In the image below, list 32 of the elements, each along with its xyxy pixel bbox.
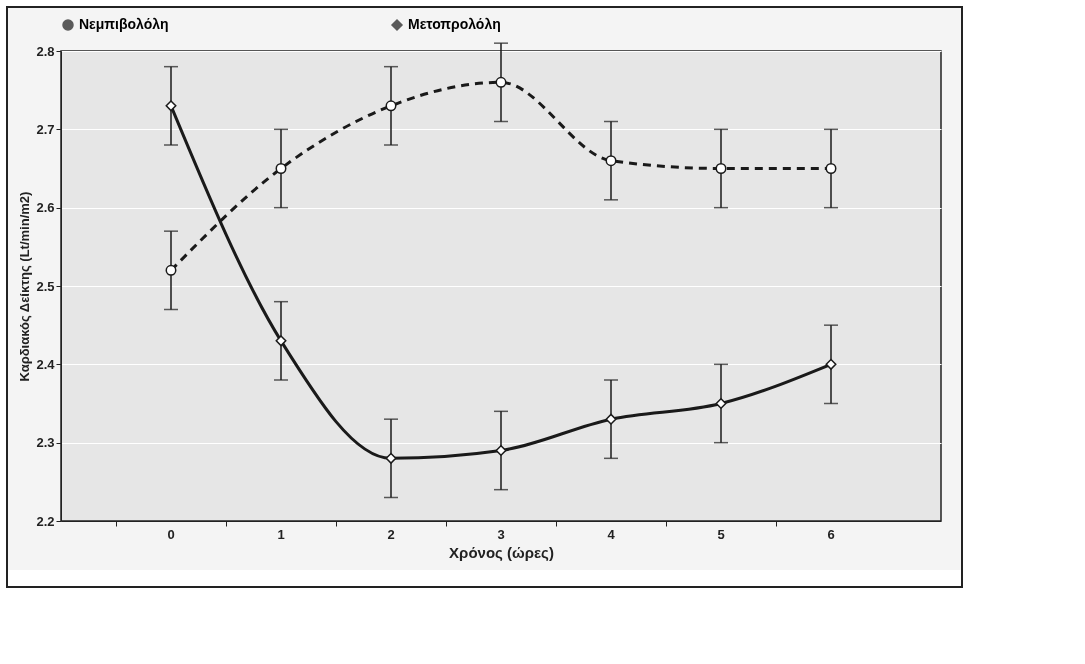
point (165, 100, 177, 112)
point (715, 398, 727, 409)
y-tick-label: 2.3 (36, 435, 55, 451)
point (385, 452, 397, 464)
y-axis-title: Καρδιακός Δείκτης (Lt/min/m2) (17, 191, 33, 382)
point (715, 163, 727, 174)
point (385, 100, 397, 112)
x-tick-label: 1 (277, 526, 285, 542)
x-tick-label: 2 (387, 526, 395, 542)
point (825, 163, 837, 174)
y-tick-label: 2.6 (36, 200, 55, 216)
legend-label: Μετοπρολόλη (408, 16, 501, 32)
point (495, 76, 507, 88)
y-tick-label: 2.8 (36, 43, 55, 59)
point (605, 155, 617, 167)
x-axis-title: Χρόνος (ώρες) (449, 543, 554, 561)
y-tick-label: 2.4 (36, 356, 56, 372)
y-tick-label: 2.7 (36, 121, 55, 137)
x-tick-label: 6 (827, 526, 835, 542)
x-tick-label: 3 (497, 526, 505, 542)
point (495, 445, 507, 456)
point (275, 163, 287, 174)
y-tick-label: 2.2 (36, 513, 55, 529)
point (825, 358, 837, 370)
point (165, 264, 177, 276)
x-tick-label: 5 (717, 526, 725, 542)
point (605, 413, 617, 425)
x-tick-label: 4 (607, 526, 616, 542)
legend-label: Νεμπιβολόλη (79, 16, 169, 32)
y-tick-label: 2.5 (36, 278, 55, 294)
point (275, 335, 287, 347)
x-tick-label: 0 (167, 526, 175, 542)
